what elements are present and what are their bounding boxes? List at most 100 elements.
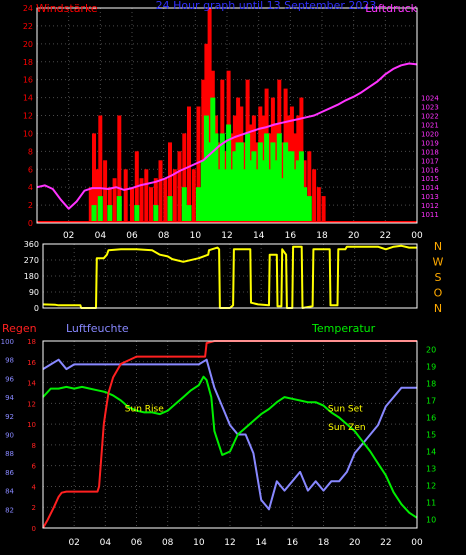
wind-tick-label: 0 (28, 219, 33, 228)
gust-bar (312, 169, 317, 224)
pressure-y-axis-ticks: 1011101210131014101510161017101810191020… (421, 95, 439, 219)
direction-tick-label: 90 (29, 288, 39, 297)
temperature-tick-label: 17 (426, 397, 436, 406)
x-tick-label: 00 (411, 538, 423, 548)
gust-bar (144, 169, 149, 224)
average-wind-bar (116, 196, 122, 223)
gust-bar (207, 8, 212, 223)
average-wind-bar (248, 160, 254, 223)
wind-tick-label: 20 (23, 40, 33, 49)
average-wind-bar (241, 169, 247, 224)
average-wind-bar (251, 151, 257, 223)
humidity-line (42, 358, 417, 511)
gust-bar (201, 79, 206, 223)
average-wind-bar (306, 196, 312, 223)
gust-bar (307, 151, 312, 223)
humidity-tick-label: 100 (1, 338, 14, 346)
x-tick-label: 20 (348, 231, 360, 241)
rain-tick-label: 6 (32, 463, 37, 471)
average-wind-bar (186, 205, 192, 223)
average-wind-bar (270, 142, 276, 223)
gust-bar (130, 187, 134, 223)
average-wind-bar (235, 142, 241, 223)
wind-tick-label: 6 (28, 165, 33, 174)
average-wind-bar (273, 160, 279, 223)
average-wind-bar (226, 124, 232, 223)
temperature-tick-label: 20 (426, 346, 436, 355)
temperature-tick-label: 13 (426, 465, 436, 474)
average-wind-bar (276, 133, 282, 223)
average-wind-bar (292, 169, 298, 224)
pressure-tick-label: 1024 (421, 95, 439, 103)
temperature-tick-label: 16 (426, 414, 436, 423)
x-tick-label: 10 (190, 231, 202, 241)
average-wind-bar (267, 169, 273, 224)
rain-tick-label: 0 (32, 525, 36, 533)
direction-panel-frame (42, 243, 418, 309)
wind-tick-label: 22 (23, 22, 33, 31)
direction-tick-label: 360 (24, 240, 39, 249)
direction-y-axis-ticks: 0 90 180 270 360 (24, 240, 39, 313)
x-tick-label: 18 (316, 231, 328, 241)
chart-title: 24 Hour graph until 13 September 2023 (156, 0, 377, 12)
rain-tick-label: 12 (27, 400, 36, 408)
average-wind-bar (181, 187, 187, 223)
humidity-tick-label: 88 (5, 450, 14, 458)
x-tick-label: 12 (221, 231, 232, 241)
wind-tick-label: 16 (23, 76, 33, 85)
sun-annotation: Sun Rise (125, 404, 164, 414)
gust-bar (316, 187, 321, 223)
pressure-tick-label: 1015 (421, 175, 439, 183)
temperature-tick-label: 18 (426, 380, 436, 389)
wind-tick-label: 8 (28, 147, 33, 156)
average-wind-bar (302, 187, 308, 223)
average-wind-bar (210, 97, 216, 223)
average-wind-bar (203, 115, 209, 223)
humidity-tick-label: 82 (5, 506, 14, 514)
direction-tick-label: 270 (24, 256, 39, 265)
sun-annotations: Sun Rise Sun Set Sun Zen (125, 404, 366, 433)
average-wind-bar (279, 178, 285, 223)
pressure-tick-label: 1019 (421, 139, 439, 147)
pressure-tick-label: 1021 (421, 121, 439, 129)
pressure-line (36, 62, 418, 210)
x-tick-label: 12 (224, 538, 235, 548)
gust-bar (117, 115, 122, 223)
gust-bar (177, 151, 182, 223)
humidity-tick-label: 90 (5, 432, 14, 440)
rain-tick-label: 2 (32, 504, 36, 512)
average-wind-bar (257, 142, 263, 223)
x-tick-label: 02 (63, 231, 74, 241)
wind-tick-label: 4 (28, 183, 33, 192)
pressure-tick-label: 1020 (421, 130, 439, 138)
temperature-axis-label: Temperatur (311, 322, 376, 335)
wind-tick-label: 10 (23, 129, 33, 138)
temperature-tick-label: 10 (426, 516, 436, 525)
pressure-tick-label: 1012 (421, 202, 439, 210)
x-tick-label: 22 (380, 538, 391, 548)
compass-label: W (433, 256, 444, 269)
pressure-tick-label: 1017 (421, 157, 439, 165)
average-wind-bar (222, 169, 228, 224)
wind-tick-label: 2 (28, 201, 33, 210)
average-wind-bar (200, 160, 206, 223)
compass-label: N (434, 240, 442, 253)
x-tick-label: 22 (380, 231, 391, 241)
pressure-tick-label: 1016 (421, 166, 439, 174)
x-tick-label: 08 (158, 231, 170, 241)
rain-axis-label: Regen (2, 322, 37, 335)
humidity-tick-label: 94 (5, 394, 14, 402)
temperature-tick-label: 15 (426, 431, 436, 440)
wind-x-axis-ticks: 02 04 06 08 10 12 14 16 18 20 22 00 (63, 231, 423, 241)
gust-bar (98, 115, 103, 223)
temperature-tick-label: 14 (426, 448, 436, 457)
direction-tick-label: 0 (34, 304, 39, 313)
pressure-tick-label: 1018 (421, 148, 439, 156)
rain-tick-label: 14 (27, 380, 36, 388)
average-wind-bar (216, 169, 222, 224)
x-tick-label: 14 (255, 538, 267, 548)
rain-tick-label: 4 (32, 483, 37, 491)
